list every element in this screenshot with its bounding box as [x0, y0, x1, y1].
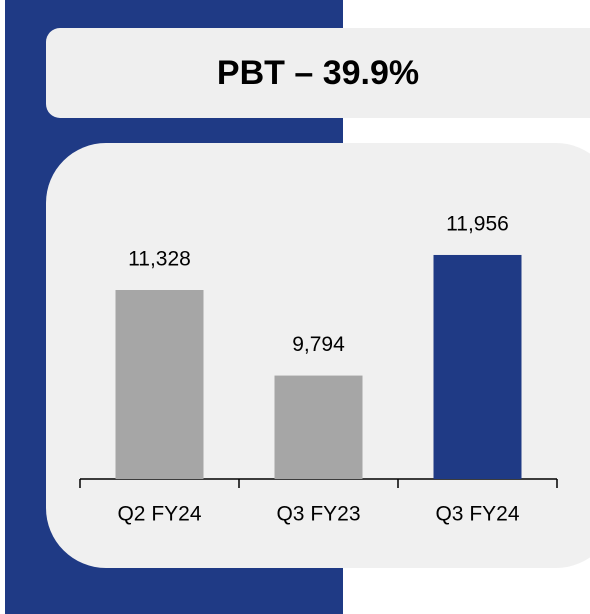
value-label: 11,956 — [446, 213, 509, 236]
x-tick-label: Q2 FY24 — [117, 503, 201, 526]
x-tick-label: Q3 FY24 — [435, 503, 519, 526]
bar — [433, 254, 522, 479]
value-label: 9,794 — [292, 333, 345, 356]
bar — [274, 375, 363, 479]
value-label: 11,328 — [128, 248, 191, 271]
chart-title: PBT – 39.9% — [217, 54, 419, 92]
title-box — [46, 28, 590, 118]
x-tick-label: Q3 FY23 — [276, 503, 360, 526]
bar — [115, 290, 204, 479]
